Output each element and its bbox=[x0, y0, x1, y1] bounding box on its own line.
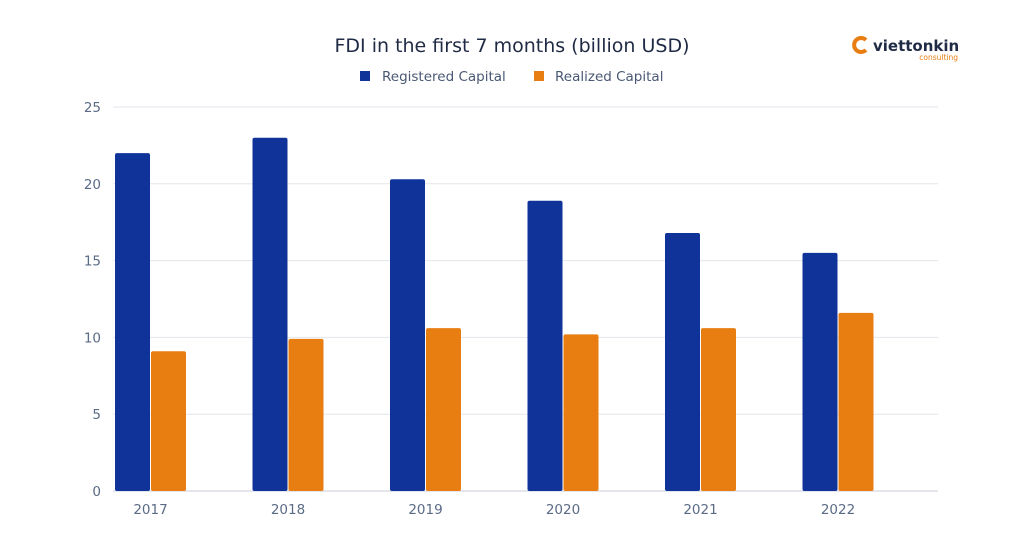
x-tick-label: 2018 bbox=[271, 502, 305, 518]
bar-registered-2022 bbox=[802, 252, 838, 491]
bar-registered-2017 bbox=[115, 153, 150, 491]
chart-title: FDI in the first 7 months (billion USD) bbox=[335, 35, 690, 57]
bar-registered-2021 bbox=[665, 232, 700, 491]
x-tick-label: 2017 bbox=[133, 502, 167, 518]
x-tick-label: 2022 bbox=[821, 502, 855, 518]
legend: Registered Capital Realized Capital bbox=[360, 69, 663, 85]
legend-label-registered: Registered Capital bbox=[382, 69, 506, 85]
bars bbox=[115, 137, 874, 492]
y-tick-label: 25 bbox=[84, 100, 101, 116]
y-tick-label: 20 bbox=[84, 177, 101, 193]
bar-registered-2018 bbox=[252, 137, 288, 491]
bar-realized-2019 bbox=[426, 328, 461, 491]
y-tick-label: 10 bbox=[84, 330, 101, 346]
y-axis-ticks: 0 5 10 15 20 25 bbox=[84, 100, 101, 500]
logo-c-icon bbox=[852, 36, 868, 54]
legend-swatch-realized bbox=[534, 71, 544, 81]
bar-registered-2020 bbox=[527, 200, 563, 492]
bar-realized-2021 bbox=[701, 328, 736, 491]
x-tick-label: 2019 bbox=[408, 502, 442, 518]
bar-realized-2018 bbox=[288, 338, 324, 491]
x-axis-ticks: 2017 2018 2019 2020 2021 2022 bbox=[133, 502, 855, 518]
x-tick-label: 2020 bbox=[546, 502, 580, 518]
x-tick-label: 2021 bbox=[683, 502, 717, 518]
y-tick-label: 5 bbox=[92, 407, 101, 423]
y-tick-label: 15 bbox=[84, 254, 101, 270]
bar-realized-2017 bbox=[151, 351, 186, 491]
gridlines bbox=[113, 106, 938, 492]
bar-registered-2019 bbox=[390, 179, 425, 491]
logo-subtitle: consulting bbox=[919, 53, 958, 62]
bar-realized-2020 bbox=[563, 334, 599, 491]
company-logo: viettonkin consulting bbox=[852, 36, 959, 62]
y-tick-label: 0 bbox=[92, 484, 101, 500]
legend-label-realized: Realized Capital bbox=[555, 69, 663, 85]
logo-name: viettonkin bbox=[873, 37, 959, 55]
legend-swatch-registered bbox=[360, 71, 370, 81]
bar-realized-2022 bbox=[838, 312, 874, 491]
